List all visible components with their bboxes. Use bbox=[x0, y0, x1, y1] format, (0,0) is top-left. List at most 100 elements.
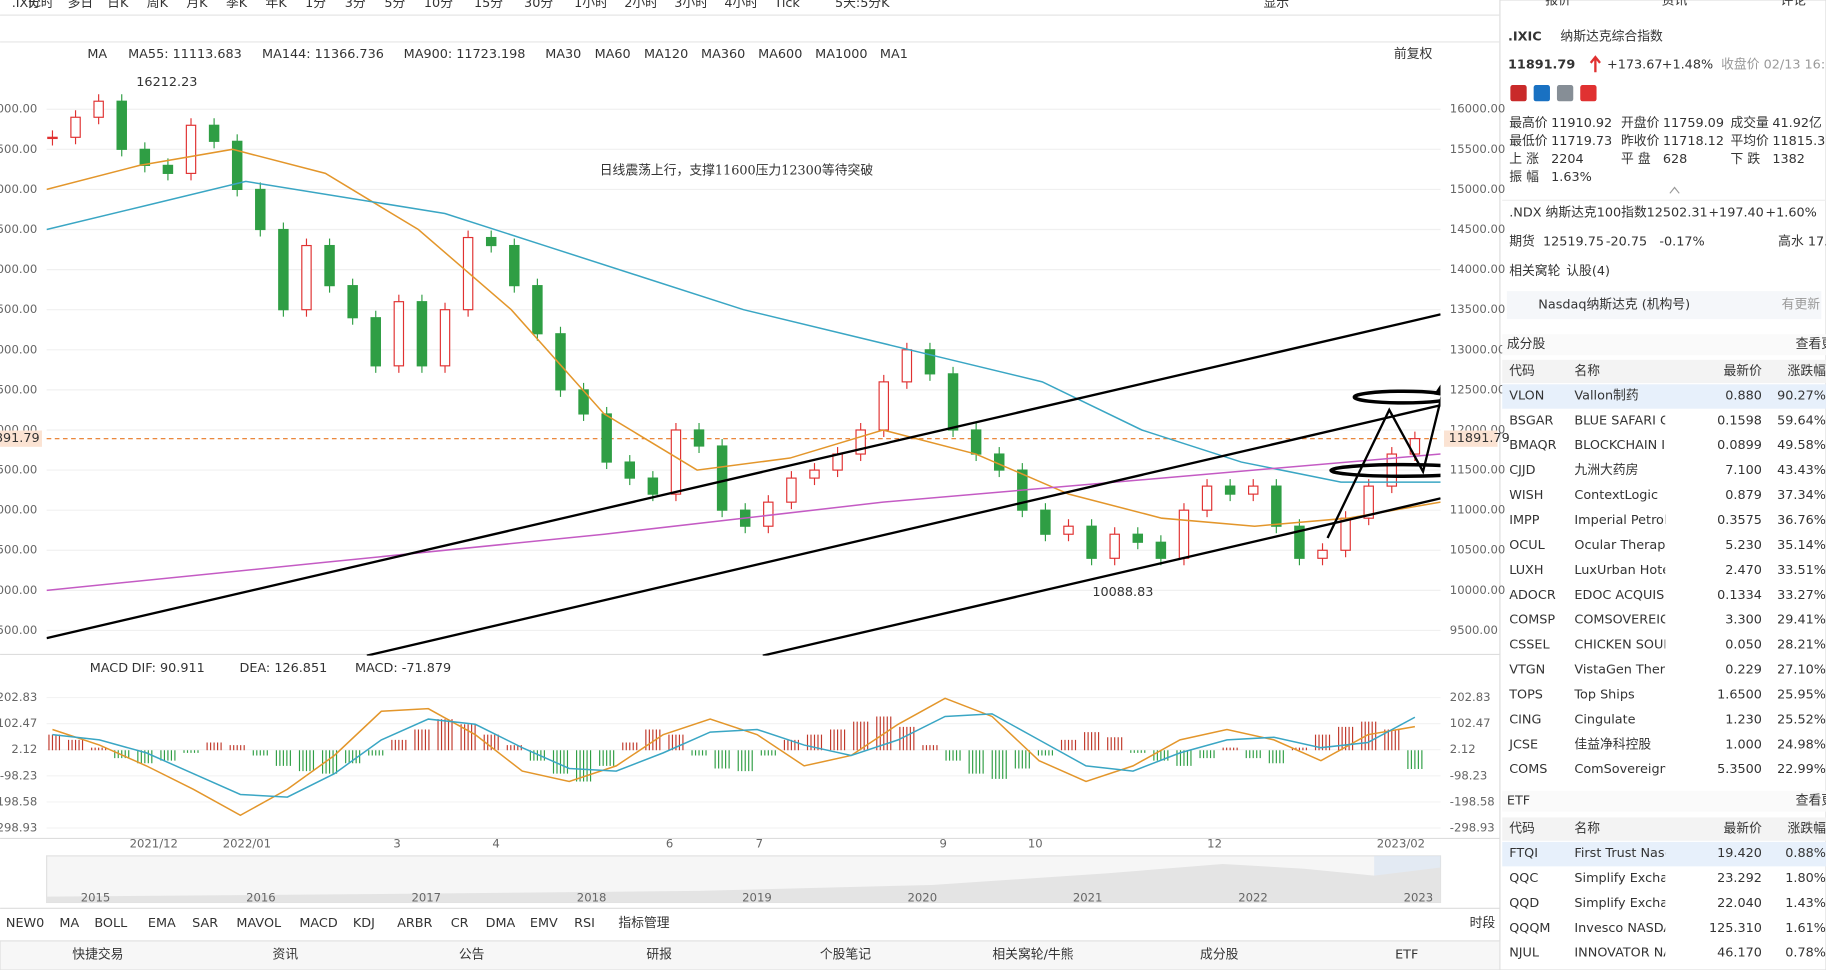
candle bbox=[693, 429, 705, 447]
badge-icon[interactable] bbox=[1580, 85, 1597, 102]
indicator-tab[interactable]: RSI bbox=[574, 916, 595, 931]
bottom-tab[interactable]: 个股笔记 bbox=[820, 946, 871, 962]
indicator-tab[interactable]: ARBR bbox=[397, 916, 432, 931]
indicator-tab[interactable]: EMA bbox=[148, 916, 176, 931]
badge-icon[interactable] bbox=[1533, 85, 1550, 102]
bottom-tab[interactable]: 公告 bbox=[459, 947, 485, 962]
macd-legend: DEA: 126.851 bbox=[239, 661, 327, 676]
adjust-mode[interactable]: 前复权 bbox=[1394, 46, 1433, 62]
panel-tab[interactable]: 评论 bbox=[1781, 0, 1807, 9]
collapse[interactable] bbox=[1669, 186, 1680, 194]
y-tick-label: 14000.00 bbox=[0, 262, 37, 276]
warrants-link[interactable]: 认股(4) bbox=[1566, 264, 1610, 279]
stat-label: 最高价 bbox=[1509, 115, 1548, 131]
bottom-tab[interactable]: 成分股 bbox=[1200, 947, 1239, 962]
cell-pct: 90.27% bbox=[1777, 388, 1826, 403]
period-tab[interactable]: 3小时 bbox=[674, 0, 708, 11]
bottom-tab[interactable]: 快捷交易 bbox=[72, 946, 123, 962]
badge-icon[interactable] bbox=[1510, 85, 1527, 102]
period-tab[interactable]: 多日 bbox=[68, 0, 94, 11]
bottom-tab[interactable]: 相关窝轮/牛熊 bbox=[992, 946, 1073, 962]
period-tab[interactable]: 日K bbox=[107, 0, 129, 11]
bottom-tab[interactable]: 研报 bbox=[646, 947, 672, 962]
candle bbox=[1109, 533, 1120, 559]
cell-name: COMSOVEREIG bbox=[1574, 613, 1670, 628]
candle bbox=[231, 140, 243, 191]
stat-value: 11759.09 bbox=[1663, 116, 1724, 131]
period-tab[interactable]: 4小时 bbox=[724, 0, 758, 11]
indicator-tab[interactable]: DMA bbox=[486, 916, 516, 931]
period-tab[interactable]: 2小时 bbox=[624, 0, 658, 11]
panel-tab[interactable]: 资讯 bbox=[1662, 0, 1688, 9]
panel-tab[interactable]: 报价 bbox=[1545, 0, 1571, 9]
ma-legend: MA1 bbox=[880, 47, 908, 62]
indicator-tab[interactable]: BOLL bbox=[94, 916, 128, 931]
period-tab[interactable]: 分时 bbox=[28, 0, 54, 11]
y-tick-label: -98.23 bbox=[0, 768, 37, 782]
indicator-tab[interactable]: MA bbox=[59, 916, 79, 931]
indicator-tab[interactable]: NEW0 bbox=[6, 916, 44, 931]
cell-price: 7.100 bbox=[1725, 463, 1762, 478]
support-ellipse bbox=[1329, 462, 1441, 479]
display-menu[interactable]: 显示 bbox=[1264, 0, 1290, 11]
x-tick-label: 4 bbox=[492, 837, 499, 851]
indicator-tab[interactable]: EMV bbox=[530, 916, 558, 931]
y-tick-label: 15500.00 bbox=[1450, 142, 1505, 156]
indicator-tab[interactable]: SAR bbox=[192, 916, 218, 931]
cell-name: Top Ships bbox=[1573, 687, 1635, 702]
section-title: ETF bbox=[1507, 794, 1530, 809]
bottom-tab[interactable]: 资讯 bbox=[273, 947, 299, 962]
cell-code: BMAQR bbox=[1509, 438, 1556, 453]
period-tab[interactable]: 周K bbox=[147, 0, 169, 11]
period-tab[interactable]: 1小时 bbox=[574, 0, 608, 11]
more-link[interactable]: 查看更 bbox=[1796, 793, 1826, 809]
period-tab[interactable]: 30分 bbox=[524, 0, 553, 11]
period-tab[interactable]: 季K bbox=[226, 0, 248, 11]
indicator-tab[interactable]: KDJ bbox=[353, 916, 375, 931]
more-link[interactable]: 查看更 bbox=[1796, 336, 1826, 352]
cell-pct: 25.52% bbox=[1777, 712, 1826, 727]
indicator-tab[interactable]: MACD bbox=[299, 916, 338, 931]
cell-name: Imperial Petrole bbox=[1574, 513, 1675, 528]
cell-name: BLUE SAFARI G bbox=[1574, 413, 1669, 428]
period-tab[interactable]: 1分 bbox=[305, 0, 326, 11]
period-tab[interactable]: 年K bbox=[266, 0, 288, 11]
y-tick-label: 102.47 bbox=[1450, 716, 1491, 730]
y-tick-label: -198.58 bbox=[0, 794, 37, 808]
ma-label: MA bbox=[87, 47, 107, 62]
cell-code: TOPS bbox=[1508, 687, 1543, 702]
table-header bbox=[1502, 817, 1826, 841]
period-tab[interactable]: Tick bbox=[773, 0, 800, 11]
indicator-tab[interactable]: MAVOL bbox=[236, 916, 282, 931]
cell-pct: 27.10% bbox=[1777, 663, 1826, 678]
period-tab[interactable]: 10分 bbox=[424, 0, 453, 11]
stat-label: 平均价 bbox=[1730, 134, 1769, 149]
high-label: 16212.23 bbox=[136, 75, 197, 90]
period-tab[interactable]: 5分 bbox=[384, 0, 405, 11]
cell-pct: 43.43% bbox=[1777, 463, 1826, 478]
ma-legend: MA60 bbox=[595, 47, 631, 62]
cell-pct: 49.58% bbox=[1777, 438, 1826, 453]
badge-icon[interactable] bbox=[1556, 85, 1574, 102]
indicator-tab[interactable]: CR bbox=[451, 916, 469, 931]
period-tab[interactable]: 15分 bbox=[474, 0, 503, 11]
y-tick-label: 2.12 bbox=[1450, 742, 1476, 756]
candle bbox=[393, 301, 405, 367]
table-header-cell: 代码 bbox=[1509, 364, 1535, 379]
quote-price: 11891.79 bbox=[1508, 58, 1575, 73]
period-tab[interactable]: 3分 bbox=[345, 0, 366, 11]
y-tick-label: 12500.00 bbox=[0, 382, 37, 396]
y-tick-label: 14000.00 bbox=[1450, 262, 1505, 276]
cell-name: EDOC ACQUISI bbox=[1574, 588, 1668, 603]
period-tab[interactable]: 月K bbox=[186, 0, 208, 11]
period-tab[interactable]: 5天:5分K bbox=[835, 0, 890, 11]
news-box[interactable] bbox=[1506, 291, 1822, 320]
indicator-tab[interactable]: 指标管理 bbox=[618, 916, 669, 931]
bottom-tab[interactable]: ETF bbox=[1395, 947, 1418, 962]
period-button[interactable]: 时段 bbox=[1470, 916, 1496, 931]
symbol-tab[interactable]: .IXIC bbox=[12, 0, 41, 11]
y-tick-label: 202.83 bbox=[0, 690, 37, 704]
stat-label: 下 跌 bbox=[1730, 151, 1760, 167]
